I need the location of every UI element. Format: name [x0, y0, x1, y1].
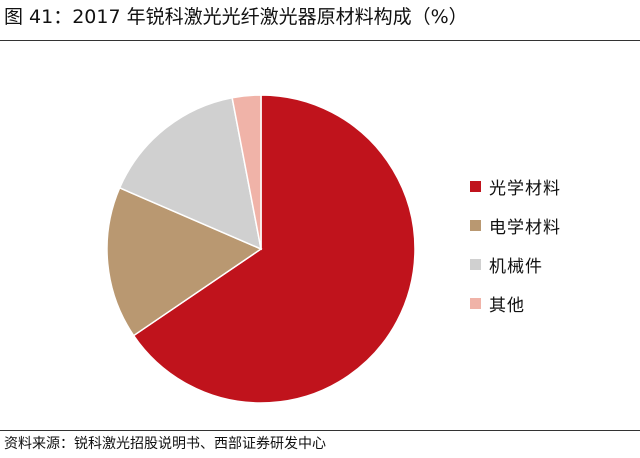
source-note: 资料来源：锐科激光招股说明书、西部证券研发中心 — [4, 436, 326, 452]
legend-swatch-optical — [470, 180, 481, 192]
legend-item-electrical: 电学材料 — [470, 215, 561, 238]
chart-title: 图 41：2017 年锐科激光光纤激光器原材料构成（%） — [4, 6, 468, 28]
legend-item-optical: 光学材料 — [470, 176, 561, 199]
legend-swatch-mechanical — [470, 258, 481, 270]
chart-legend: 光学材料 电学材料 机械件 其他 — [470, 176, 561, 332]
legend-label-mechanical: 机械件 — [489, 256, 543, 277]
top-divider — [0, 40, 640, 41]
slice-optical-materials — [132, 94, 416, 404]
legend-item-mechanical: 机械件 — [470, 254, 561, 277]
slice-electrical-materials — [106, 186, 263, 337]
legend-item-other: 其他 — [470, 293, 561, 316]
slice-other — [231, 94, 262, 250]
legend-label-other: 其他 — [489, 295, 525, 316]
legend-swatch-other — [470, 297, 481, 309]
legend-swatch-electrical — [470, 219, 481, 231]
bottom-divider — [0, 430, 640, 431]
legend-label-electrical: 电学材料 — [489, 217, 561, 238]
slice-mechanical-parts — [118, 96, 263, 251]
legend-label-optical: 光学材料 — [489, 178, 561, 199]
